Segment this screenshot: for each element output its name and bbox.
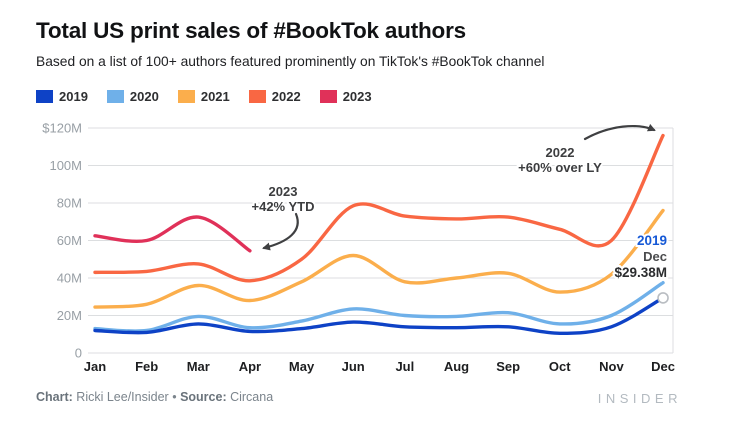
series-line-2021 [93,208,665,309]
point-marker-2019-dec [657,292,669,304]
legend-label-2023: 2023 [342,89,372,104]
point-label-series: 2019 [637,233,667,248]
annotation-text-note-2023: 2023 [269,184,298,199]
legend-item-2019: 2019 [36,89,88,104]
x-tick-label: Aug [444,359,469,374]
legend-swatch-2022 [248,90,266,103]
y-tick-label: 0 [75,346,82,361]
insider-logo: INSIDER [597,391,682,406]
legend-swatch-2019 [36,90,53,103]
point-label-month: Dec [643,249,667,264]
legend-label-2021: 2021 [200,89,230,104]
legend: 2019 2020 2021 2022 2023 [36,89,391,104]
annotation-text-note-2022: 2022 [546,145,575,160]
x-tick-label: Apr [239,359,261,374]
chart-subtitle: Based on a list of 100+ authors featured… [36,54,545,69]
legend-swatch-2020 [106,90,124,103]
credit-source-value: Circana [230,390,274,404]
x-tick-label: Oct [549,359,571,374]
legend-label-2020: 2020 [129,89,159,104]
legend-label-2022: 2022 [271,89,301,104]
y-tick-label: 100M [49,158,82,173]
y-tick-label: 80M [57,196,82,211]
point-label-value: $29.38M [614,265,667,280]
legend-item-2022: 2022 [248,89,301,104]
x-tick-label: Jun [342,359,365,374]
credit-source-label: Source: [180,390,227,404]
series-line-2023 [93,215,252,253]
series-line-2022 [93,133,665,283]
credit-chart-value: Ricki Lee/Insider [76,390,169,404]
x-tick-label: Nov [599,359,624,374]
x-tick-label: Feb [135,359,158,374]
annotation-text-note-2023: +42% YTD [252,199,315,214]
x-tick-label: Dec [651,359,675,374]
y-tick-label: 60M [57,233,82,248]
x-tick-label: Sep [496,359,520,374]
x-tick-label: Jul [395,359,414,374]
legend-item-2023: 2023 [319,89,372,104]
legend-swatch-2023 [319,90,337,103]
chart-title: Total US print sales of #BookTok authors [36,18,466,43]
annotation-arrow-note-2023 [262,212,299,251]
annotation-arrow-note-2022 [583,123,656,141]
legend-swatch-2021 [177,90,195,103]
legend-item-2020: 2020 [106,89,159,104]
series-line-2019 [93,296,665,336]
x-tick-label: Mar [187,359,210,374]
legend-label-2019: 2019 [59,89,88,104]
legend-item-2021: 2021 [177,89,230,104]
series-line-2020 [93,281,665,333]
x-tick-label: Jan [84,359,106,374]
x-tick-label: May [289,359,315,374]
annotation-text-note-2022: +60% over LY [518,160,602,175]
credit-chart-label: Chart: [36,390,73,404]
y-tick-label: 20M [57,308,82,323]
credit-line: Chart: Ricki Lee/Insider • Source: Circa… [36,390,273,404]
credit-separator: • [172,390,177,404]
y-tick-label: 40M [57,271,82,286]
y-tick-label: $120M [42,121,82,136]
